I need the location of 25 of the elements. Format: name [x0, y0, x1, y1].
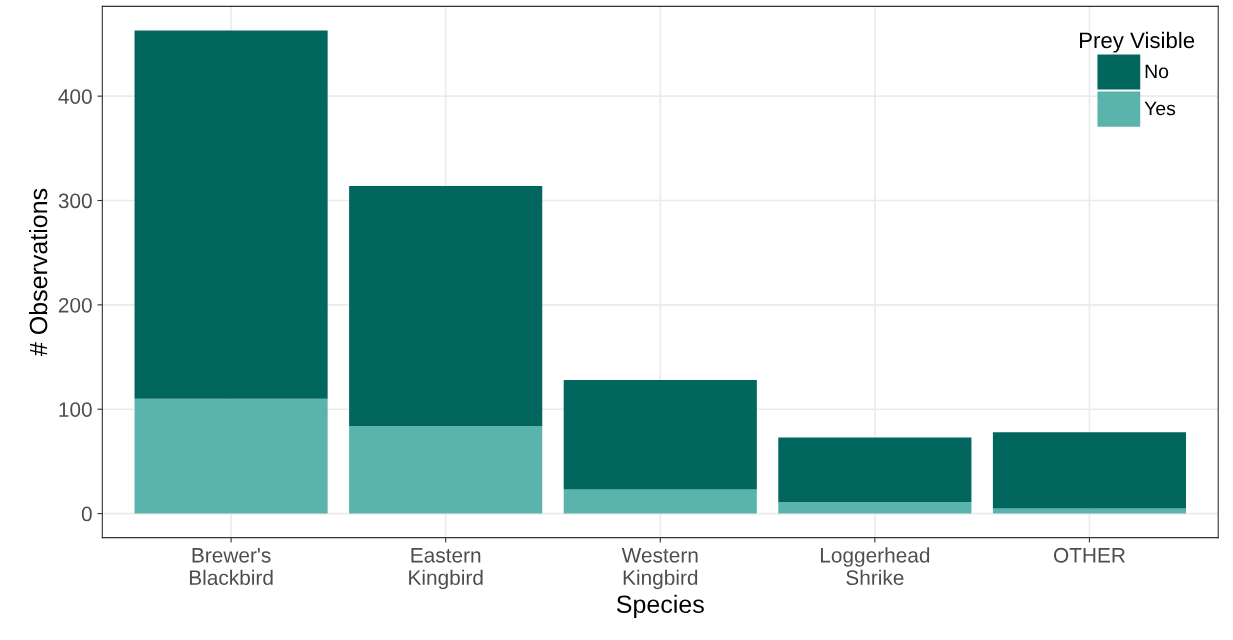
- legend-title: Prey Visible: [1080, 31, 1195, 53]
- bar: [134, 30, 328, 399]
- x-tick-label: Loggerhead Shrike: [820, 547, 930, 586]
- y-tick-label: 300: [58, 193, 92, 209]
- legend-label: Yes: [1144, 101, 1176, 116]
- bar: [134, 398, 328, 514]
- bar: [778, 502, 972, 514]
- x-axis-title: Species: [616, 594, 704, 619]
- y-tick-label: 100: [59, 402, 92, 417]
- x-tick-label: Brewer's Blackbird: [189, 548, 273, 586]
- x-tick-label: Western Kingbird: [621, 548, 698, 590]
- bar: [563, 380, 757, 490]
- x-tick-label: OTHER: [1053, 547, 1125, 563]
- bar: [992, 432, 1187, 509]
- y-tick-label: 400: [58, 89, 92, 104]
- y-axis-title: # Observations: [29, 188, 48, 356]
- y-tick-label: 200: [58, 297, 92, 313]
- x-tick-label: Eastern Kingbird: [409, 548, 483, 590]
- bar: [349, 425, 543, 514]
- y-tick-label: 0: [81, 506, 92, 522]
- bar: [778, 437, 972, 503]
- bar: [349, 185, 543, 426]
- bar: [563, 489, 757, 514]
- legend-label: No: [1145, 64, 1169, 79]
- bar: [992, 508, 1187, 514]
